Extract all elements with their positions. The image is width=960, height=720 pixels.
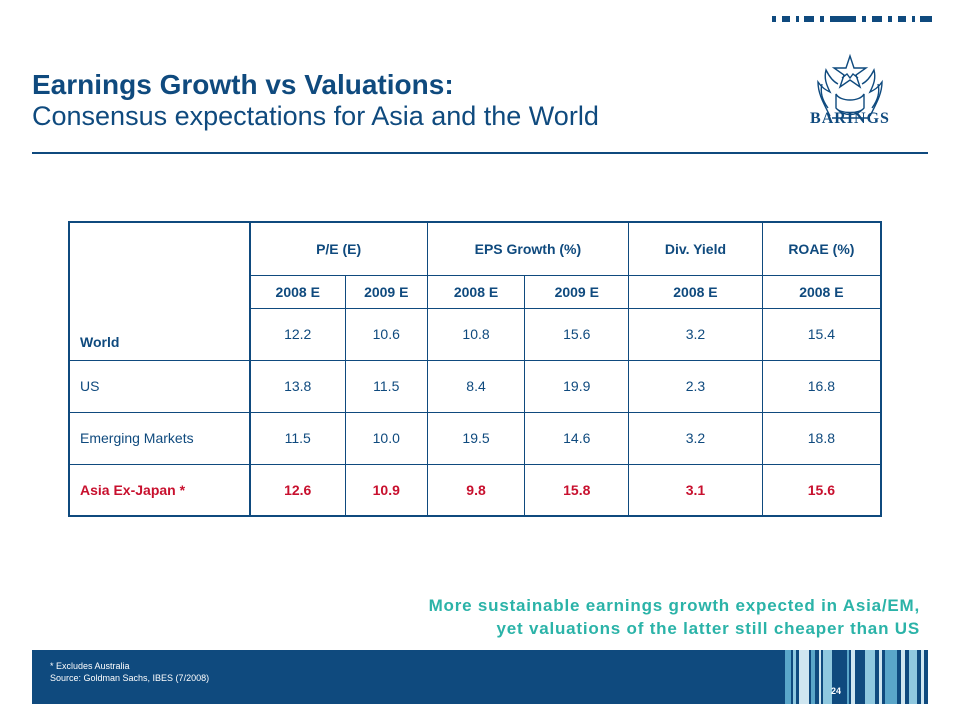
title-block: Earnings Growth vs Valuations: Consensus…	[32, 70, 772, 132]
table-cell: 13.8	[249, 359, 346, 413]
subheader-cell: 2008 E	[426, 274, 526, 309]
table-row: 12.2 10.6 10.8 15.6 3.2 15.4	[69, 307, 882, 361]
table-cell: 2.3	[628, 359, 763, 413]
table-header-row: World P/E (E) EPS Growth (%) Div. Yield …	[68, 221, 882, 361]
subheader-cell: 2009 E	[344, 274, 428, 309]
table-cell: 16.8	[761, 359, 882, 413]
subheader-cell: 2008 E	[761, 274, 882, 309]
table-row: Emerging Markets 11.5 10.0 19.5 14.6 3.2…	[68, 411, 882, 465]
table-cell: 15.4	[761, 307, 882, 361]
table-cell: 19.9	[524, 359, 630, 413]
footer-stripes	[785, 650, 928, 704]
row-label: Asia Ex-Japan *	[68, 463, 251, 517]
table-cell: 12.2	[249, 307, 346, 361]
page-subtitle: Consensus expectations for Asia and the …	[32, 101, 599, 131]
table-cell: 11.5	[249, 411, 346, 465]
table-row-highlighted: Asia Ex-Japan * 12.6 10.9 9.8 15.8 3.1 1…	[68, 463, 882, 517]
footnote-exclusion: * Excludes Australia	[50, 661, 130, 671]
subheader-cell: 2008 E	[628, 274, 763, 309]
table-cell: 10.6	[344, 307, 428, 361]
valuation-table: World P/E (E) EPS Growth (%) Div. Yield …	[68, 221, 882, 517]
callout-text: More sustainable earnings growth expecte…	[429, 594, 920, 640]
table-cell: 8.4	[426, 359, 526, 413]
subheader-cell: 2009 E	[524, 274, 630, 309]
table-cell: 18.8	[761, 411, 882, 465]
table-cell: 9.8	[426, 463, 526, 517]
row-label: US	[68, 359, 251, 413]
callout-line: More sustainable earnings growth expecte…	[428, 596, 920, 615]
first-col-label: World	[68, 221, 251, 361]
footnotes: * Excludes Australia Source: Goldman Sac…	[50, 660, 209, 684]
page-title: Earnings Growth vs Valuations:	[32, 69, 454, 100]
table-cell: 11.5	[344, 359, 428, 413]
header-div-yield: Div. Yield	[628, 221, 763, 276]
table-cell: 3.2	[628, 307, 763, 361]
barings-logo-text: BARINGS	[810, 110, 890, 127]
table-cell: 3.1	[628, 463, 763, 517]
table-cell: 12.6	[249, 463, 346, 517]
top-decorative-bars	[772, 16, 932, 22]
footer-bar: * Excludes Australia Source: Goldman Sac…	[32, 650, 928, 704]
header-roae: ROAE (%)	[761, 221, 882, 276]
table-cell: 19.5	[426, 411, 526, 465]
table-cell: 15.6	[761, 463, 882, 517]
table-cell: 15.6	[524, 307, 630, 361]
table-cell: 14.6	[524, 411, 630, 465]
footnote-source: Source: Goldman Sachs, IBES (7/2008)	[50, 673, 210, 683]
table-row: US 13.8 11.5 8.4 19.9 2.3 16.8	[68, 359, 882, 413]
table-cell: 10.9	[344, 463, 428, 517]
subheader-cell: 2008 E	[249, 274, 346, 309]
header-pe: P/E (E)	[249, 221, 428, 276]
table-cell: 10.0	[344, 411, 428, 465]
table-cell: 15.8	[524, 463, 630, 517]
table-cell: 10.8	[426, 307, 526, 361]
header-eps-growth: EPS Growth (%)	[426, 221, 630, 276]
row-label: Emerging Markets	[68, 411, 251, 465]
page-number: 24	[831, 686, 842, 696]
callout-line: yet valuations of the latter still cheap…	[496, 619, 920, 638]
table-cell: 3.2	[628, 411, 763, 465]
barings-logo-icon	[817, 53, 883, 119]
title-divider	[32, 152, 928, 154]
